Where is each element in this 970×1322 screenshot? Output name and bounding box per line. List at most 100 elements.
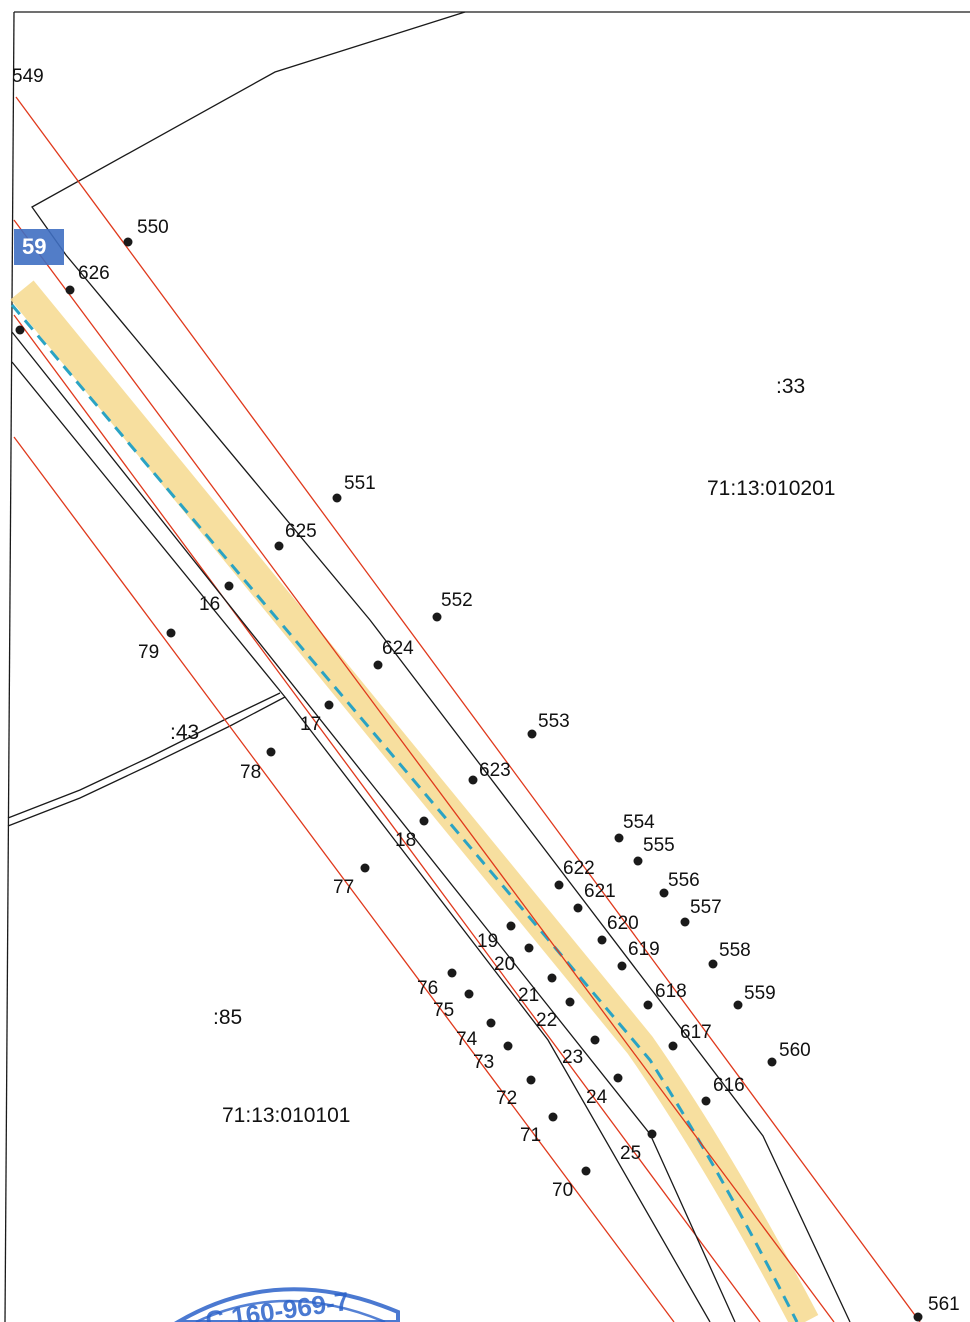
- point-label-560: 560: [779, 1040, 811, 1061]
- point-76: [447, 968, 457, 978]
- point-label-70: 70: [552, 1180, 573, 1201]
- quarter-label-010101: 71:13:010101: [222, 1104, 350, 1127]
- point-71: [548, 1112, 558, 1122]
- point-label-77: 77: [333, 877, 354, 898]
- point-label-22: 22: [536, 1010, 557, 1031]
- point-555: [633, 856, 643, 866]
- point-label-75: 75: [433, 1000, 454, 1021]
- parcel-boundary-43: [7, 692, 286, 827]
- point-label-20: 20: [494, 954, 515, 975]
- map-frame: [4, 11, 970, 1322]
- point-label-24: 24: [586, 1087, 608, 1108]
- point-618: [643, 1000, 653, 1010]
- point-label-553: 553: [538, 711, 570, 732]
- point-label-16: 16: [199, 594, 220, 615]
- point-72: [526, 1075, 536, 1085]
- seal-stamp: С.160-969-7: [174, 1286, 400, 1322]
- red-boundary-lines: [13, 96, 921, 1322]
- point-620: [597, 935, 607, 945]
- badge: 59: [14, 229, 64, 265]
- point-73: [503, 1041, 513, 1051]
- point-559: [733, 1000, 743, 1010]
- point-label-619: 619: [628, 939, 660, 960]
- points-red-line-a: 549 550 551 552 553 554 555 556 557 558 …: [12, 66, 960, 1322]
- point-621: [573, 903, 583, 913]
- point-label-76: 76: [417, 978, 438, 999]
- point-19: [506, 921, 516, 931]
- point-label-624: 624: [382, 638, 414, 659]
- point-label-25: 25: [620, 1143, 641, 1164]
- point-label-21: 21: [518, 985, 539, 1006]
- point-label-622: 622: [563, 858, 595, 879]
- points-black-line-a: 626 625 624 623 622 621 620 619 618 617 …: [65, 263, 745, 1106]
- point-label-79: 79: [138, 642, 159, 663]
- point-553: [527, 729, 537, 739]
- point-label-623: 623: [479, 760, 511, 781]
- point-70: [581, 1166, 591, 1176]
- point-label-621: 621: [584, 881, 616, 902]
- point-label-549: 549: [12, 66, 44, 87]
- point-label-552: 552: [441, 590, 473, 611]
- point-77: [360, 863, 370, 873]
- point-label-23: 23: [562, 1047, 583, 1068]
- point-623: [468, 775, 478, 785]
- point-550: [123, 237, 133, 247]
- point-23: [590, 1035, 600, 1045]
- point-552: [432, 612, 442, 622]
- road-corridor: [10, 280, 819, 1322]
- point-17: [324, 700, 334, 710]
- point-label-72: 72: [496, 1088, 517, 1109]
- point-557: [680, 917, 690, 927]
- point-75: [464, 989, 474, 999]
- badge-label: 59: [22, 234, 46, 259]
- parcel-label-43: :43: [170, 721, 199, 744]
- parcel-label-85: :85: [213, 1006, 242, 1029]
- point-625: [274, 541, 284, 551]
- point-560: [767, 1057, 777, 1067]
- point-551: [332, 493, 342, 503]
- point-label-559: 559: [744, 983, 776, 1004]
- point-74: [486, 1018, 496, 1028]
- point-label-73: 73: [473, 1052, 494, 1073]
- point-556: [659, 888, 669, 898]
- point-label-625: 625: [285, 521, 317, 542]
- point-79: [166, 628, 176, 638]
- points-red-line-b: 79 78 77 76 75 74 73 72 71 70: [138, 628, 591, 1201]
- point-561: [913, 1312, 923, 1322]
- point-label-557: 557: [690, 897, 722, 918]
- quarter-label-010201: 71:13:010201: [707, 477, 835, 500]
- point-554: [614, 833, 624, 843]
- point-label-618: 618: [655, 981, 687, 1002]
- point-16: [224, 581, 234, 591]
- point-22: [565, 997, 575, 1007]
- point-label-555: 555: [643, 835, 675, 856]
- parcel-label-33: :33: [776, 375, 805, 398]
- point-21: [547, 973, 557, 983]
- point-label-620: 620: [607, 913, 639, 934]
- point-624: [373, 660, 383, 670]
- point-617: [668, 1041, 678, 1051]
- point-78: [266, 747, 276, 757]
- point-label-616: 616: [713, 1075, 745, 1096]
- point-label-74: 74: [456, 1029, 478, 1050]
- point-24: [613, 1073, 623, 1083]
- point-left-edge: [15, 325, 25, 335]
- point-label-561: 561: [928, 1294, 960, 1315]
- point-626: [65, 285, 75, 295]
- road-axis-dashed: [10, 304, 799, 1322]
- points-black-line-b: 16 17 18 19 20 21 22 23 24 25: [15, 325, 657, 1164]
- parcel-boundary-85: [11, 361, 711, 1322]
- point-25: [647, 1129, 657, 1139]
- point-619: [617, 961, 627, 971]
- point-18: [419, 816, 429, 826]
- point-20: [524, 943, 534, 953]
- point-label-556: 556: [668, 870, 700, 891]
- point-558: [708, 959, 718, 969]
- point-label-550: 550: [137, 217, 169, 238]
- point-label-19: 19: [477, 931, 498, 952]
- point-label-18: 18: [395, 830, 416, 851]
- point-622: [554, 880, 564, 890]
- point-label-17: 17: [300, 714, 321, 735]
- point-label-554: 554: [623, 812, 655, 833]
